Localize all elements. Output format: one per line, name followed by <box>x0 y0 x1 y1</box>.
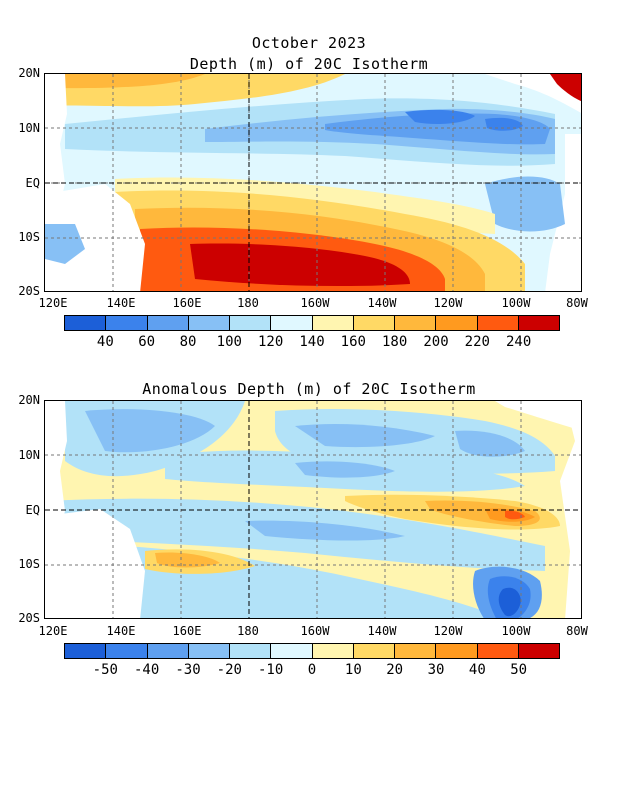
colorbar2-label: -40 <box>134 662 160 678</box>
colorbar2-label: -20 <box>216 662 242 678</box>
colorbar1-label: 180 <box>382 334 408 350</box>
colorbar2-label: 40 <box>468 662 486 678</box>
map-title-depth: Depth (m) of 20C Isotherm <box>189 55 429 73</box>
depth-lon-label-80w: 80W <box>566 296 588 310</box>
depth-lat-label-eq: EQ <box>25 176 40 190</box>
colorbar2-swatch <box>477 644 519 658</box>
depth-lon-label-120w: 120W <box>433 296 463 310</box>
anomaly-lat-label-20n: 20N <box>18 393 40 407</box>
colorbar1-label: 200 <box>423 334 449 350</box>
depth-lon-label-180: 180 <box>237 296 259 310</box>
depth-lon-label-160w: 160W <box>300 296 330 310</box>
anomaly-lon-label-100w: 100W <box>501 624 531 638</box>
anomaly-lon-label-140e: 140E <box>106 624 136 638</box>
anomaly-lon-label-120w: 120W <box>433 624 463 638</box>
colorbar1-swatch <box>230 316 272 330</box>
anomaly-lat-label-10s: 10S <box>18 557 40 571</box>
depth-lat-label-10s: 10S <box>18 230 40 244</box>
anomaly-lat-label-20s: 20S <box>18 611 40 625</box>
depth-lon-label-140w: 140W <box>367 296 397 310</box>
depth-map-svg <box>45 74 581 291</box>
colorbar2-swatch <box>312 644 354 658</box>
anomaly-lat-label-10n: 10N <box>18 448 40 462</box>
depth-lon-label-160e: 160E <box>172 296 202 310</box>
colorbar1-label: 100 <box>216 334 242 350</box>
colorbar2-swatch <box>147 644 189 658</box>
colorbar2-swatch <box>436 644 478 658</box>
depth-colorbar <box>64 315 560 331</box>
colorbar2-label: 30 <box>427 662 445 678</box>
depth-lon-label-120e: 120E <box>38 296 68 310</box>
anomaly-lon-label-160e: 160E <box>172 624 202 638</box>
colorbar2-label: 10 <box>344 662 362 678</box>
colorbar1-label: 40 <box>96 334 114 350</box>
colorbar1-swatch <box>436 316 478 330</box>
colorbar2-swatch <box>271 644 313 658</box>
anomaly-colorbar <box>64 643 560 659</box>
anomaly-lon-label-180: 180 <box>237 624 259 638</box>
colorbar1-label: 160 <box>340 334 366 350</box>
colorbar1-swatch <box>106 316 148 330</box>
colorbar1-swatch <box>271 316 313 330</box>
colorbar1-label: 60 <box>138 334 156 350</box>
anomaly-lat-label-eq: EQ <box>25 503 40 517</box>
colorbar2-swatch <box>188 644 230 658</box>
anomaly-lon-label-160w: 160W <box>300 624 330 638</box>
colorbar2-label: 20 <box>386 662 404 678</box>
anomaly-lon-label-120e: 120E <box>38 624 68 638</box>
colorbar1-swatch <box>395 316 437 330</box>
colorbar1-swatch <box>353 316 395 330</box>
colorbar1-swatch <box>518 316 559 330</box>
anomaly-map-panel <box>44 400 582 619</box>
colorbar2-label: -10 <box>258 662 284 678</box>
anomaly-lon-label-140w: 140W <box>367 624 397 638</box>
colorbar1-swatch <box>312 316 354 330</box>
depth-lon-label-140e: 140E <box>106 296 136 310</box>
anomaly-map-svg <box>45 401 581 618</box>
depth-lon-label-100w: 100W <box>501 296 531 310</box>
colorbar2-label: -50 <box>92 662 118 678</box>
colorbar2-swatch <box>353 644 395 658</box>
colorbar1-swatch <box>147 316 189 330</box>
colorbar2-swatch <box>65 644 107 658</box>
depth-map-panel <box>44 73 582 292</box>
colorbar1-label: 120 <box>258 334 284 350</box>
depth-lat-label-10n: 10N <box>18 121 40 135</box>
depth-lat-label-20n: 20N <box>18 66 40 80</box>
depth-lat-label-20s: 20S <box>18 284 40 298</box>
colorbar2-swatch <box>395 644 437 658</box>
anomaly-lon-label-80w: 80W <box>566 624 588 638</box>
colorbar2-label: -30 <box>175 662 201 678</box>
colorbar1-swatch <box>188 316 230 330</box>
colorbar1-swatch <box>65 316 107 330</box>
colorbar1-swatch <box>477 316 519 330</box>
colorbar2-swatch <box>106 644 148 658</box>
colorbar1-label: 80 <box>179 334 197 350</box>
colorbar1-label: 240 <box>506 334 532 350</box>
map-title-anomaly: Anomalous Depth (m) of 20C Isotherm <box>142 380 476 398</box>
map-title-date: October 2023 <box>251 34 367 52</box>
colorbar2-label: 50 <box>510 662 528 678</box>
colorbar2-label: 0 <box>307 662 317 678</box>
colorbar1-label: 220 <box>464 334 490 350</box>
colorbar2-swatch <box>518 644 559 658</box>
colorbar1-label: 140 <box>299 334 325 350</box>
colorbar2-swatch <box>230 644 272 658</box>
